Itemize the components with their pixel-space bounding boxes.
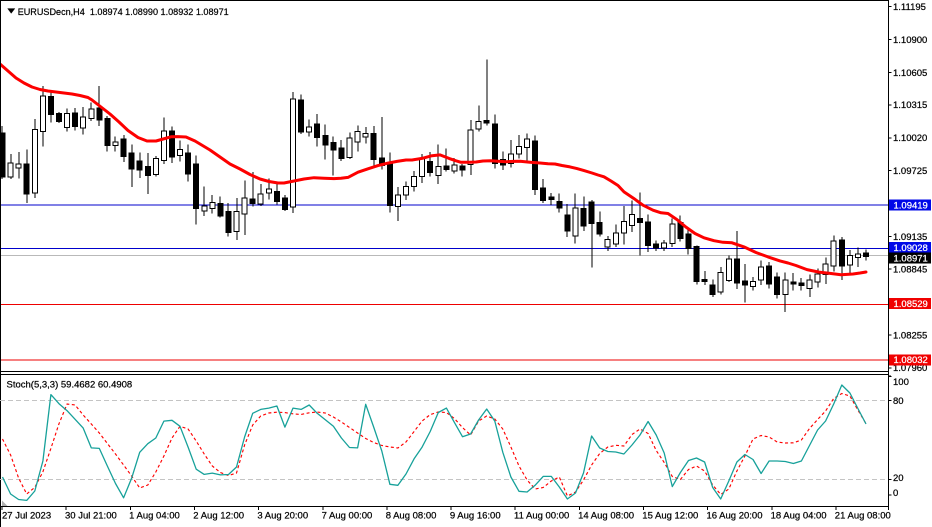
svg-text:14 Aug 08:00: 14 Aug 08:00	[578, 511, 634, 522]
svg-text:1.07960: 1.07960	[893, 363, 927, 374]
svg-text:80: 80	[893, 396, 904, 407]
svg-text:21 Aug 08:00: 21 Aug 08:00	[835, 511, 891, 522]
svg-text:2 Aug 12:00: 2 Aug 12:00	[193, 511, 244, 522]
svg-text:1.08032: 1.08032	[894, 355, 928, 366]
svg-text:16 Aug 20:00: 16 Aug 20:00	[707, 511, 763, 522]
svg-text:11 Aug 00:00: 11 Aug 00:00	[514, 511, 569, 522]
svg-text:1.09419: 1.09419	[894, 200, 928, 211]
svg-text:1.08529: 1.08529	[894, 299, 928, 310]
svg-text:20: 20	[893, 473, 904, 484]
svg-text:3 Aug 20:00: 3 Aug 20:00	[257, 511, 308, 522]
svg-text:100: 100	[893, 377, 909, 388]
svg-text:1.10900: 1.10900	[893, 35, 927, 46]
svg-text:27 Jul 2023: 27 Jul 2023	[2, 511, 51, 522]
svg-text:EURUSDecn,H4 1.08974 1.08990: EURUSDecn,H4 1.08974 1.08990 1.08932 1.0…	[18, 7, 229, 18]
svg-text:15 Aug 12:00: 15 Aug 12:00	[642, 511, 698, 522]
svg-text:1.08971: 1.08971	[894, 253, 928, 264]
svg-text:Stoch(5,3,3) 59.4682 60.4908: Stoch(5,3,3) 59.4682 60.4908	[7, 380, 133, 391]
svg-text:1.08845: 1.08845	[893, 264, 927, 275]
svg-text:8 Aug 08:00: 8 Aug 08:00	[386, 511, 437, 522]
svg-text:1.10605: 1.10605	[893, 68, 927, 79]
svg-text:0: 0	[893, 488, 898, 499]
svg-text:1.09725: 1.09725	[893, 166, 927, 177]
svg-text:30 Jul 21:00: 30 Jul 21:00	[65, 511, 117, 522]
svg-text:7 Aug 00:00: 7 Aug 00:00	[322, 511, 373, 522]
svg-text:1 Aug 04:00: 1 Aug 04:00	[129, 511, 180, 522]
svg-text:1.08255: 1.08255	[893, 330, 927, 341]
svg-text:1.11195: 1.11195	[893, 2, 926, 13]
svg-text:1.10315: 1.10315	[893, 100, 927, 111]
svg-text:1.09135: 1.09135	[893, 232, 927, 243]
svg-text:9 Aug 16:00: 9 Aug 16:00	[450, 511, 501, 522]
svg-text:1.09028: 1.09028	[894, 243, 928, 254]
svg-text:18 Aug 04:00: 18 Aug 04:00	[771, 511, 827, 522]
svg-text:1.10020: 1.10020	[893, 133, 927, 144]
